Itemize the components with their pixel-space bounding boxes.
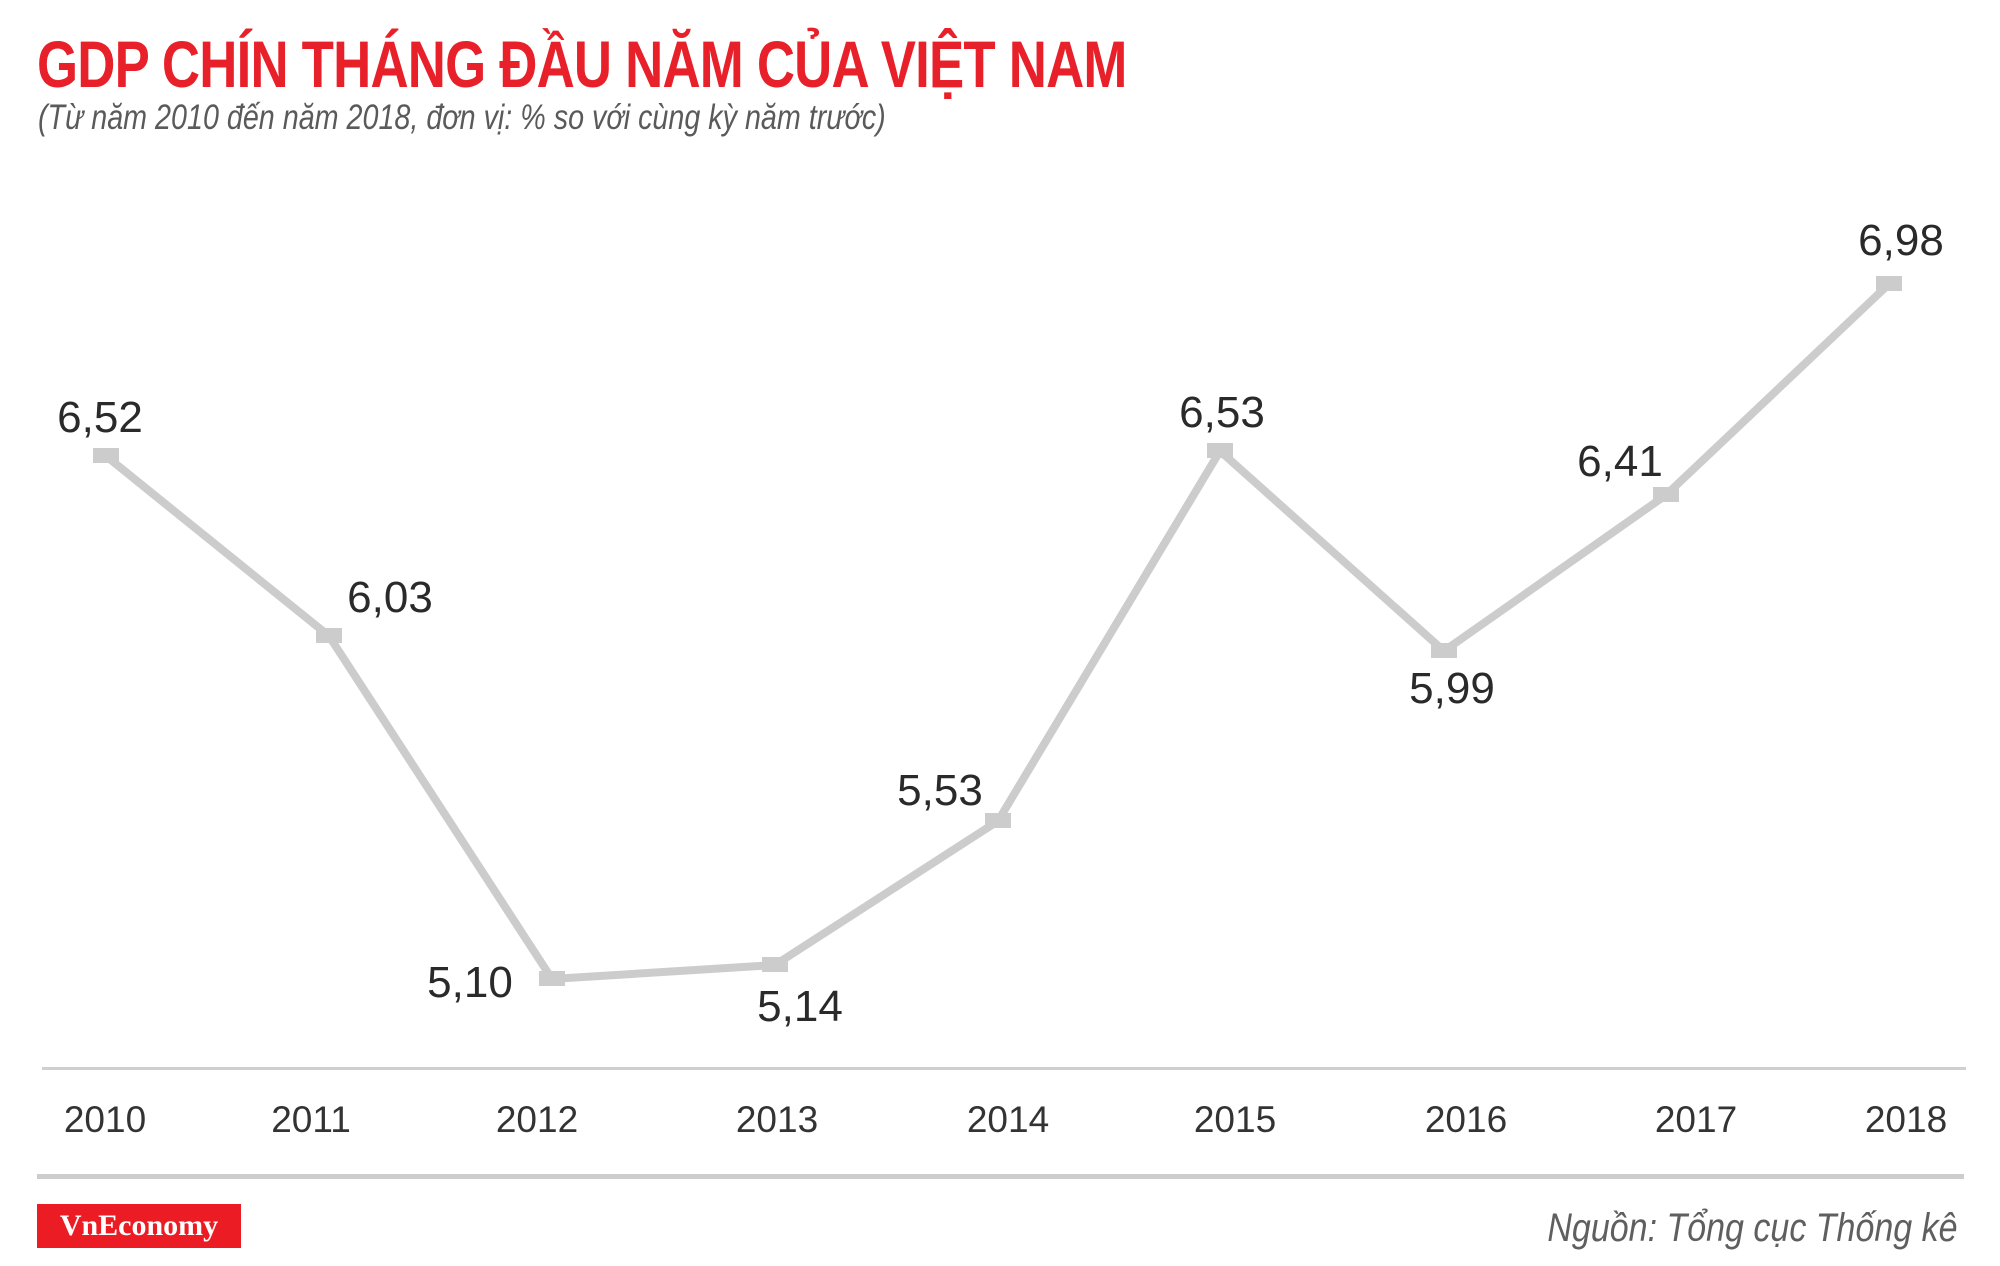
x-axis-year-label: 2010 [64,1099,146,1140]
data-point-marker [985,813,1011,828]
x-axis-year-label: 2014 [967,1099,1049,1140]
data-point-marker [1653,487,1679,502]
x-axis-year-label: 2011 [271,1099,351,1140]
data-value-label: 6,41 [1577,437,1663,486]
data-point-marker [539,971,565,986]
source-note: Nguồn: Tổng cục Thống kê [1547,1206,1958,1250]
chart-subtitle: (Từ năm 2010 đến năm 2018, đơn vị: % so … [38,98,886,137]
x-axis-year-label: 2012 [496,1099,578,1140]
chart-title: GDP CHÍN THÁNG ĐẦU NĂM CỦA VIỆT NAM [37,27,1127,101]
x-axis-year-label: 2018 [1865,1099,1947,1140]
value-labels: 6,52 6,03 5,10 5,14 5,53 6,53 5,99 6,41 6,98 [57,216,1944,1031]
x-axis-labels: 2010 2011 2012 2013 2014 2015 2016 2017 2018 [64,1099,1947,1140]
data-point-marker [316,628,342,643]
data-markers [93,276,1902,986]
data-value-label: 6,03 [347,573,433,622]
data-value-label: 6,98 [1858,216,1944,265]
data-point-marker [762,957,788,972]
data-value-label: 6,52 [57,393,143,442]
data-value-label: 5,14 [757,982,843,1031]
x-axis-year-label: 2017 [1655,1099,1737,1140]
data-point-marker [1876,276,1902,291]
data-value-label: 5,53 [897,766,983,815]
data-value-label: 5,10 [427,958,513,1007]
data-point-marker [1431,643,1457,658]
footer-divider [37,1174,1964,1179]
data-value-label: 6,53 [1179,388,1265,437]
data-point-marker [1207,443,1233,458]
data-point-marker [93,448,119,463]
x-axis-year-label: 2016 [1425,1099,1507,1140]
x-axis-year-label: 2015 [1194,1099,1276,1140]
x-axis-line [42,1067,1966,1070]
gdp-series-line [103,281,1892,984]
x-axis-year-label: 2013 [736,1099,818,1140]
data-value-label: 5,99 [1409,664,1495,713]
vneconomy-logo: VnEconomy [37,1204,241,1248]
